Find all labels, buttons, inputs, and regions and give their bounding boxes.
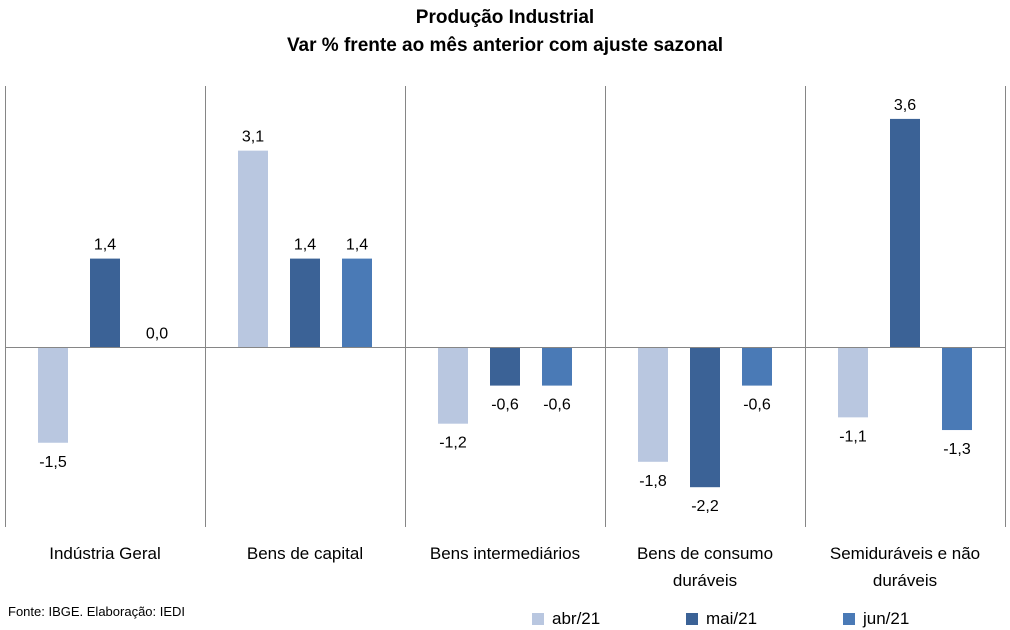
bar bbox=[742, 347, 772, 386]
legend-item-abr21: abr/21 bbox=[532, 608, 600, 630]
bar bbox=[942, 347, 972, 431]
data-label: -1,3 bbox=[943, 441, 971, 458]
bar bbox=[542, 347, 572, 386]
category-label: duráveis bbox=[873, 571, 937, 590]
data-label: -0,6 bbox=[543, 397, 571, 414]
data-label: -2,2 bbox=[691, 498, 719, 515]
data-label: -1,8 bbox=[639, 473, 667, 490]
data-label: -1,2 bbox=[439, 435, 467, 452]
category-label: Semiduráveis e não bbox=[830, 544, 980, 563]
data-label: 1,4 bbox=[294, 237, 316, 254]
legend-item-mai21: mai/21 bbox=[686, 608, 757, 630]
legend-swatch-mai21 bbox=[686, 613, 698, 625]
data-label: 3,6 bbox=[894, 97, 916, 114]
bar bbox=[290, 258, 320, 348]
source-note: Fonte: IBGE. Elaboração: IEDI bbox=[8, 604, 186, 619]
data-label: 3,1 bbox=[242, 129, 264, 146]
bar bbox=[438, 347, 468, 424]
bar bbox=[838, 347, 868, 418]
data-label: -1,5 bbox=[39, 454, 67, 471]
bar bbox=[490, 347, 520, 386]
bar bbox=[238, 150, 268, 348]
legend-label-abr21: abr/21 bbox=[552, 609, 601, 628]
legend-swatch-abr21 bbox=[532, 613, 544, 625]
legend-label-jun21: jun/21 bbox=[863, 609, 910, 628]
bar bbox=[890, 118, 920, 348]
chart-title: Produção Industrial bbox=[415, 7, 595, 28]
data-label: 1,4 bbox=[94, 237, 116, 254]
legend-item-jun21: jun/21 bbox=[843, 608, 909, 630]
data-label: 0,0 bbox=[146, 326, 168, 343]
data-label: -1,1 bbox=[839, 428, 867, 445]
chart-subtitle: Var % frente ao mês anterior com ajuste … bbox=[286, 35, 724, 56]
bar bbox=[38, 347, 68, 443]
category-label: Bens de consumo bbox=[637, 544, 773, 563]
data-label: 1,4 bbox=[346, 237, 368, 254]
legend-label-mai21: mai/21 bbox=[706, 609, 758, 628]
bar-chart: -1,5 1,4 0,0 Indústria Geral 3,1 1,4 1,4 Bens d… bbox=[5, 86, 1006, 590]
category-label: duráveis bbox=[673, 571, 737, 590]
bar bbox=[638, 347, 668, 462]
bar bbox=[90, 258, 120, 348]
category-label: Bens de capital bbox=[247, 544, 363, 563]
category-label: Bens intermediários bbox=[430, 544, 580, 563]
legend-swatch-jun21 bbox=[843, 613, 855, 625]
bar bbox=[690, 347, 720, 488]
data-label: -0,6 bbox=[491, 397, 519, 414]
bar bbox=[342, 258, 372, 348]
category-label: Indústria Geral bbox=[49, 544, 161, 563]
data-label: -0,6 bbox=[743, 397, 771, 414]
